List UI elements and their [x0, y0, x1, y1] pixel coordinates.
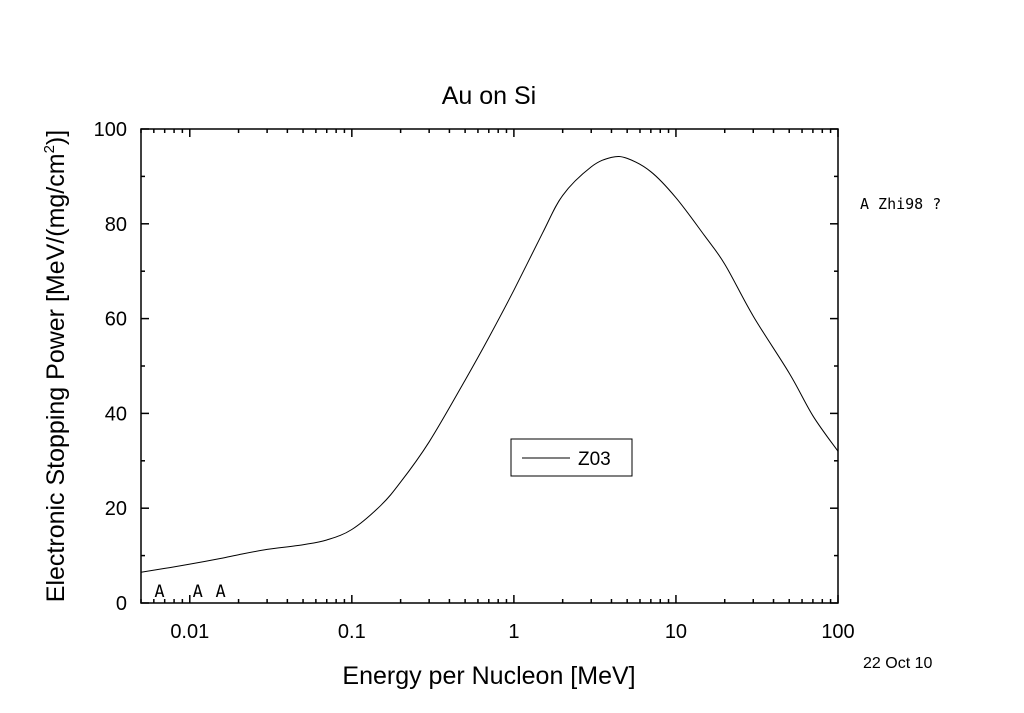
y-tick-label: 80: [105, 214, 127, 236]
y-axis-label-end: )]: [42, 130, 70, 145]
x-tick-labels: 0.01 0.1 1 10 100: [170, 621, 854, 643]
y-axis-label-main: Electronic Stopping Power [MeV/(mg/cm: [42, 153, 70, 602]
y-tick-label: 0: [116, 593, 127, 615]
chart-title: Au on Si: [442, 82, 537, 110]
x-tick-label: 10: [665, 621, 687, 643]
date-stamp: 22 Oct 10: [863, 655, 932, 672]
y-tick-label: 100: [94, 119, 127, 141]
data-marker: A: [216, 582, 226, 602]
x-axis-label: Energy per Nucleon [MeV]: [342, 662, 635, 690]
legend: Z03: [510, 438, 633, 477]
y-tick-labels: 0 20 40 60 80 100: [94, 119, 127, 615]
y-tick-label: 60: [105, 309, 127, 331]
x-tick-label: 0.1: [338, 621, 366, 643]
x-tick-label: 100: [821, 621, 854, 643]
series-line-z03: [140, 155, 839, 573]
y-tick-label: 20: [105, 498, 127, 520]
axis-ticks: [140, 128, 839, 604]
data-marker: A: [154, 582, 164, 602]
x-tick-label: 0.01: [170, 621, 209, 643]
data-marker: A: [193, 582, 203, 602]
legend-label-z03: Z03: [578, 449, 611, 470]
x-tick-label: 1: [508, 621, 519, 643]
side-legend: A Zhi98 ?: [860, 195, 941, 213]
plot-frame: [140, 128, 839, 604]
y-tick-label: 40: [105, 403, 127, 425]
y-axis-label-superscript: 2: [41, 145, 58, 153]
y-axis-label: Electronic Stopping Power [MeV/(mg/cm2)]: [41, 130, 70, 602]
